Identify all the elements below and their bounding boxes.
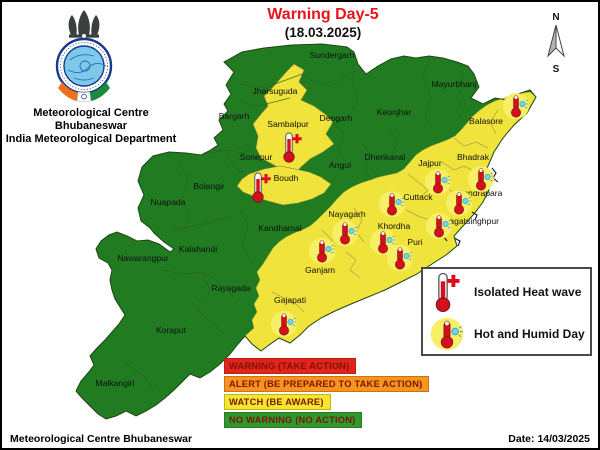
- forecast-date: (18.03.2025): [284, 25, 362, 40]
- warning-scale-item-2: WATCH (BE AWARE): [224, 394, 331, 410]
- district-label-jajpur: Jajpur: [418, 158, 442, 168]
- district-label-nawarangpur: Nawarangpur: [117, 253, 169, 263]
- compass-south-label: S: [552, 64, 560, 75]
- org-name-line2: India Meteorological Department: [5, 133, 177, 145]
- warning-colour-scale: WARNING (TAKE ACTION) ALERT (BE PREPARED …: [224, 358, 430, 430]
- isolated-heat-wave-icon-sambalpur: [283, 132, 302, 163]
- tricolor-ribbon: [57, 82, 110, 103]
- compass-north-label: N: [552, 12, 560, 23]
- district-label-sonepur: Sonepur: [240, 152, 273, 162]
- state-outline-stroke: [75, 43, 537, 420]
- footer-org-name: Meteorological Centre Bhubaneswar: [10, 433, 193, 445]
- footer-date: Date: 14/03/2025: [508, 433, 590, 445]
- hot-and-humid-day-icon-khordha: [370, 229, 396, 255]
- district-label-jagatsinghpur: Jagatsinghpur: [445, 216, 499, 226]
- isolated-heat-wave-glyph: [435, 272, 460, 312]
- district-label-sundergarh: Sundergarh: [310, 50, 355, 60]
- isolated-heat-wave-icon-boudh: [252, 172, 271, 203]
- hot-and-humid-day-icon-kendrapara: [446, 190, 472, 216]
- imd-emblem: [55, 10, 112, 103]
- district-label-mayurbhanj: Mayurbhanj: [432, 79, 477, 89]
- legend-item-label: Hot and Humid Day: [474, 327, 585, 341]
- district-label-angul: Angul: [329, 160, 351, 170]
- hot-and-humid-day-icon-puri: [387, 245, 413, 271]
- hot-and-humid-day-icon-jajpur: [425, 169, 451, 195]
- district-label-khordha: Khordha: [378, 221, 411, 231]
- district-label-bargarh: Bargarh: [219, 111, 250, 121]
- hot-and-humid-day-icon-balasore: [503, 93, 529, 119]
- warning-scale-item-0: WARNING (TAKE ACTION): [224, 358, 357, 374]
- org-name-line1: Meteorological Centre Bhubaneswar: [33, 107, 149, 132]
- ashoka-emblem-icon: [68, 10, 99, 38]
- seal-text-ring: [59, 42, 108, 90]
- district-label-ganjam: Ganjam: [305, 265, 335, 275]
- district-label-malkangiri: Malkangiri: [95, 378, 134, 388]
- hot-and-humid-day-icon-jagatsinghpur: [426, 213, 452, 239]
- district-label-kandhamal: Kandhamal: [258, 223, 302, 233]
- district-label-gajapati: Gajapati: [274, 295, 306, 305]
- title-block: Warning Day-5 (18.03.2025): [173, 6, 473, 41]
- compass-rose: N S: [540, 12, 572, 75]
- hot-and-humid-day-icon-ganjam: [309, 238, 335, 264]
- map-icons-layer: [252, 93, 529, 337]
- hot-and-humid-day-icon-bhadrak: [468, 166, 494, 192]
- page-title: Warning Day-5: [267, 6, 379, 23]
- map-legend-box: Isolated Heat wave Hot and Humid Day: [421, 267, 592, 356]
- district-label-rayagada: Rayagada: [211, 283, 250, 293]
- district-label-boudh: Boudh: [274, 173, 299, 183]
- district-label-koraput: Koraput: [156, 325, 187, 335]
- district-label-kalahandi: Kalahandi: [179, 244, 217, 254]
- district-label-kendrapara: Kendrapara: [458, 188, 503, 198]
- district-label-nayagarh: Nayagarh: [328, 209, 365, 219]
- district-label-balasore: Balasore: [469, 116, 503, 126]
- hot-and-humid-day-glyph: [430, 317, 464, 351]
- hot-and-humid-day-icon-gajapati: [271, 311, 297, 337]
- district-label-nuapada: Nuapada: [151, 197, 186, 207]
- legend-item-isolated-heat-wave: Isolated Heat wave: [427, 271, 586, 313]
- seal-weather-lines: [67, 54, 106, 81]
- district-label-bolangir: Bolangir: [193, 181, 225, 191]
- district-label-keonjhar: Keonjhar: [377, 107, 412, 117]
- district-label-cuttack: Cuttack: [403, 192, 433, 202]
- isolated-heat-wave-icon: [435, 272, 460, 312]
- district-label-jharsuguda: Jharsuguda: [253, 86, 298, 96]
- imd-logo-block: Meteorological Centre Bhubaneswar India …: [5, 4, 177, 146]
- hot-and-humid-day-icon-nayagarh: [332, 220, 358, 246]
- hot-and-humid-day-icon-cuttack: [379, 191, 405, 217]
- district-borders-green: [121, 57, 467, 393]
- warning-scale-item-1: ALERT (BE PREPARED TO TAKE ACTION): [224, 376, 430, 392]
- warning-scale-item-3: NO WARNING (NO ACTION): [224, 412, 363, 428]
- legend-item-hot-and-humid-day: Hot and Humid Day: [427, 313, 586, 355]
- district-label-sambalpur: Sambalpur: [267, 119, 309, 129]
- district-label-dhenkanal: Dhenkanal: [364, 152, 405, 162]
- district-label-bhadrak: Bhadrak: [457, 152, 490, 162]
- district-label-deogarh: Deogarh: [320, 113, 353, 123]
- hot-and-humid-day-icon: [430, 317, 464, 351]
- district-label-puri: Puri: [407, 237, 422, 247]
- north-arrow-icon: [547, 24, 565, 58]
- district-labels-layer: Sundergarh Jharsuguda Bargarh Deogarh Keonjh…: [95, 50, 503, 388]
- legend-item-label: Isolated Heat wave: [474, 285, 582, 299]
